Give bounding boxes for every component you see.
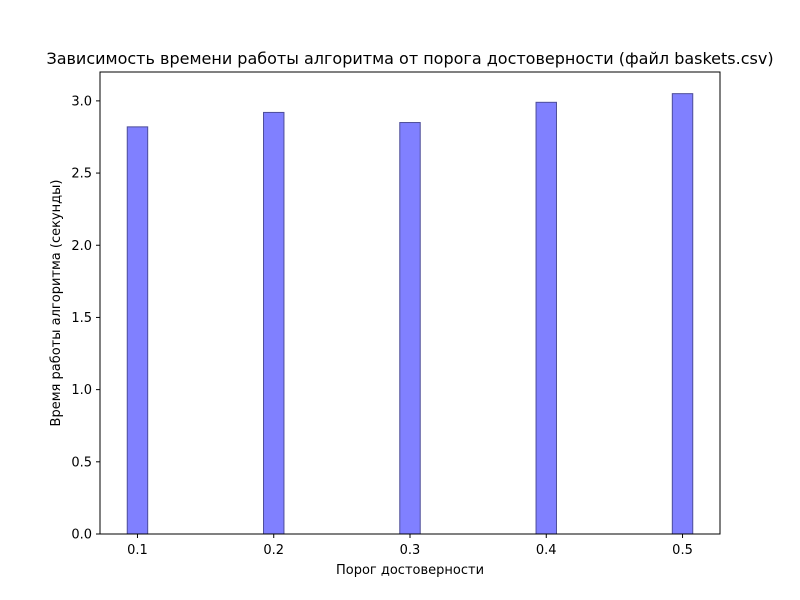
- x-tick-label: 0.2: [263, 543, 284, 558]
- y-tick-label: 1.0: [71, 383, 92, 398]
- y-tick-label: 2.5: [71, 167, 92, 182]
- y-tick-label: 0.0: [71, 528, 92, 543]
- x-tick-label: 0.4: [536, 543, 557, 558]
- y-tick-label: 3.0: [71, 94, 92, 109]
- x-tick-label: 0.1: [127, 543, 148, 558]
- bar-0.1: [126, 126, 149, 535]
- y-axis-ticks: 0.0 0.5 1.0 1.5 2.0 2.5 3.0: [71, 94, 100, 543]
- bar-0.3: [399, 122, 421, 535]
- x-axis-label: Порог достоверности: [336, 563, 484, 578]
- bar-0.4: [535, 101, 557, 535]
- y-tick-label: 0.5: [71, 455, 92, 470]
- x-axis-ticks: 0.1 0.2 0.3 0.4 0.5: [127, 534, 693, 558]
- chart-title: Зависимость времени работы алгоритма от …: [46, 49, 773, 68]
- plot-area: 0.1 0.2 0.3 0.4 0.5 0.0 0.5 1.0 1.5 2.0 2.5 3.0: [71, 71, 721, 558]
- x-tick-label: 0.3: [400, 543, 421, 558]
- y-axis-label: Время работы алгоритма (секунды): [49, 180, 64, 427]
- bar-0.2: [263, 111, 285, 535]
- bars: [126, 93, 694, 535]
- y-tick-label: 1.5: [71, 311, 92, 326]
- bar-0.5: [671, 93, 694, 535]
- x-tick-label: 0.5: [672, 543, 693, 558]
- y-tick-label: 2.0: [71, 239, 92, 254]
